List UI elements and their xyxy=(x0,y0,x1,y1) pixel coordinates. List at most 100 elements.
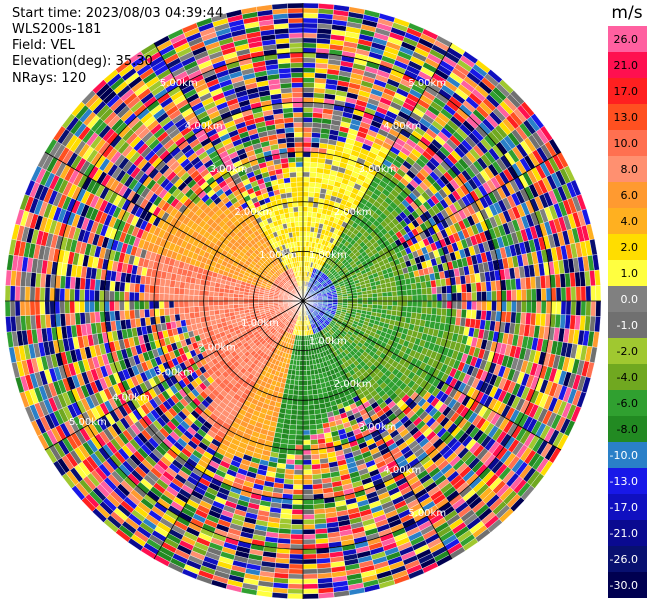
velocity-gate xyxy=(505,311,512,323)
velocity-gate xyxy=(302,370,308,376)
velocity-gate xyxy=(302,136,312,143)
velocity-gate xyxy=(302,409,310,416)
velocity-gate xyxy=(313,192,321,199)
velocity-gate xyxy=(290,533,304,540)
velocity-gate xyxy=(476,300,482,311)
velocity-gate xyxy=(362,300,368,305)
velocity-gate xyxy=(308,404,315,411)
velocity-gate xyxy=(312,112,323,119)
velocity-gate xyxy=(436,307,443,316)
velocity-gate xyxy=(308,196,315,203)
velocity-gate xyxy=(302,57,316,64)
velocity-gate xyxy=(302,107,314,113)
velocity-gate xyxy=(426,294,433,302)
velocity-gate xyxy=(460,283,467,293)
velocity-gate xyxy=(486,300,492,312)
velocity-gate xyxy=(371,289,378,294)
velocity-gate xyxy=(302,67,316,73)
velocity-gate xyxy=(299,350,304,356)
velocity-gate xyxy=(460,309,467,319)
velocity-gate xyxy=(465,283,472,293)
velocity-gate xyxy=(392,295,398,302)
velocity-gate xyxy=(302,588,319,595)
velocity-gate xyxy=(307,389,314,396)
velocity-gate xyxy=(283,478,294,485)
velocity-gate xyxy=(290,524,304,530)
velocity-gate xyxy=(302,12,319,19)
velocity-gate xyxy=(287,593,304,600)
velocity-gate xyxy=(305,355,310,361)
velocity-gate xyxy=(294,454,304,461)
velocity-gate xyxy=(590,285,597,302)
velocity-gate xyxy=(436,300,443,309)
velocity-gate xyxy=(302,558,317,565)
velocity-gate xyxy=(286,453,296,460)
velocity-gate xyxy=(307,211,313,218)
velocity-gate xyxy=(416,288,423,296)
velocity-gate xyxy=(526,288,532,302)
velocity-gate xyxy=(545,287,552,302)
velocity-gate xyxy=(465,309,472,319)
velocity-gate xyxy=(396,290,403,297)
velocity-gate xyxy=(291,399,298,406)
velocity-gate xyxy=(410,282,417,290)
velocity-gate xyxy=(381,305,388,310)
velocity-gate xyxy=(471,291,477,302)
velocity-gate xyxy=(407,295,413,302)
velocity-gate xyxy=(302,563,318,570)
velocity-gates xyxy=(4,2,602,600)
velocity-gate xyxy=(296,419,304,426)
velocity-gate xyxy=(310,453,320,460)
velocity-gate xyxy=(302,151,311,158)
velocity-gate xyxy=(282,488,294,495)
velocity-gate xyxy=(302,127,313,133)
velocity-gate xyxy=(377,296,383,302)
velocity-gate xyxy=(501,290,507,302)
velocity-gate xyxy=(302,221,308,227)
velocity-gate xyxy=(294,449,304,456)
velocity-gate xyxy=(381,287,388,293)
velocity-gate xyxy=(501,300,507,312)
velocity-gate xyxy=(411,300,418,308)
velocity-gate xyxy=(302,236,307,242)
velocity-gate xyxy=(293,469,304,475)
velocity-gate xyxy=(302,583,319,590)
velocity-gate xyxy=(411,306,418,314)
velocity-gate xyxy=(372,293,378,298)
velocity-gate xyxy=(302,543,317,550)
velocity-gate xyxy=(302,241,307,247)
velocity-gate xyxy=(297,400,304,406)
velocity-gate xyxy=(376,292,383,298)
velocity-gate xyxy=(288,429,297,436)
velocity-gate xyxy=(410,312,417,320)
velocity-gate xyxy=(570,286,577,302)
velocity-gate xyxy=(302,92,315,98)
velocity-gate xyxy=(289,553,304,560)
velocity-gate xyxy=(304,340,308,346)
velocity-gate xyxy=(302,176,310,183)
velocity-gate xyxy=(289,558,304,565)
velocity-gate xyxy=(421,287,428,295)
velocity-gate xyxy=(485,310,492,321)
velocity-gate xyxy=(314,408,322,415)
velocity-gate xyxy=(302,464,312,471)
velocity-gate xyxy=(291,509,304,515)
velocity-gate xyxy=(271,592,288,599)
velocity-gate xyxy=(285,458,295,465)
velocity-gate xyxy=(401,289,408,296)
velocity-gate xyxy=(302,479,313,485)
velocity-gate xyxy=(302,196,309,202)
velocity-gate xyxy=(362,294,368,299)
velocity-gate xyxy=(302,7,319,14)
velocity-gate xyxy=(540,300,547,314)
velocity-gate xyxy=(310,374,316,381)
velocity-gate xyxy=(302,578,318,585)
velocity-gate xyxy=(302,226,308,232)
velocity-gate xyxy=(302,22,318,29)
velocity-gate xyxy=(347,295,353,299)
velocity-gate xyxy=(311,132,321,139)
velocity-gate xyxy=(526,300,532,314)
velocity-gate xyxy=(294,464,304,471)
velocity-gate xyxy=(302,37,317,44)
velocity-gate xyxy=(392,300,398,307)
